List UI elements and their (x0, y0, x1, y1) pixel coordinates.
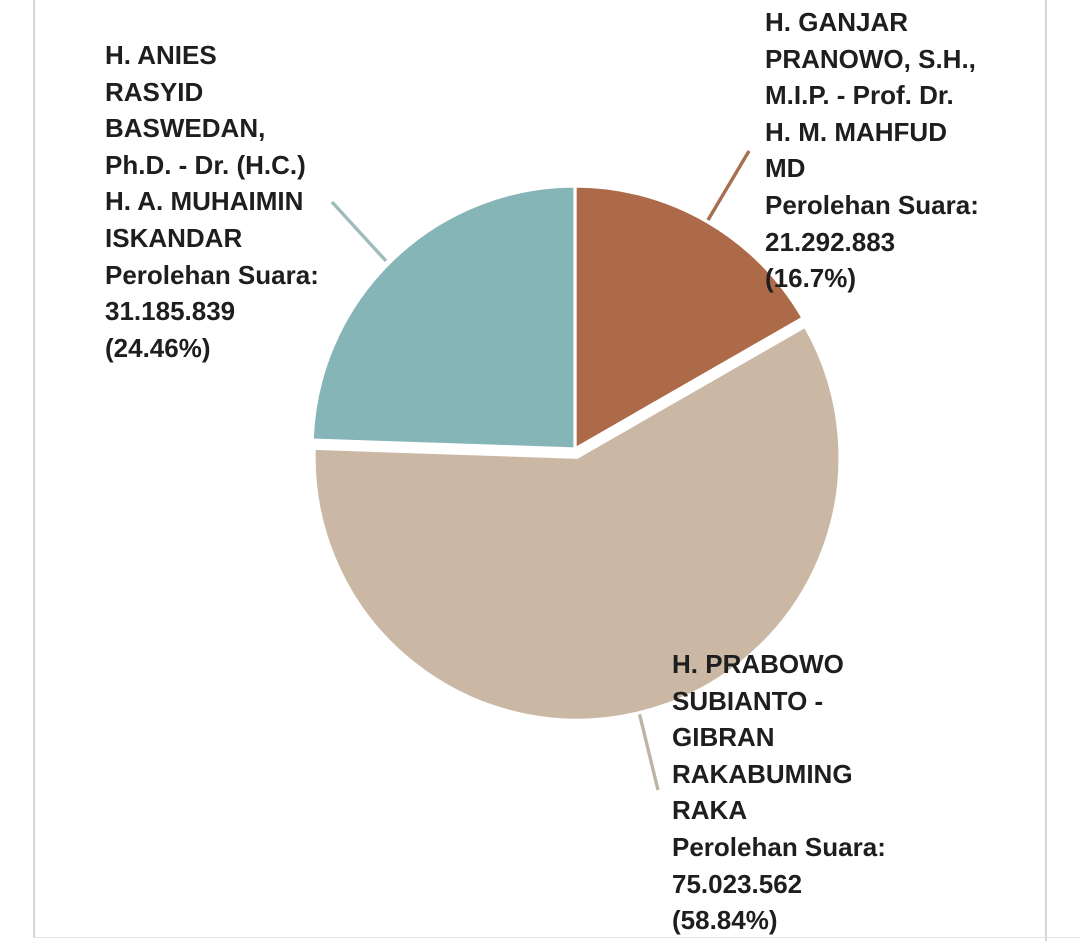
slice-label-anies-muhaimin: H. ANIES RASYID BASWEDAN, Ph.D. - Dr. (H… (105, 40, 319, 363)
pie-slice-anies-muhaimin[interactable] (310, 184, 577, 451)
callout-line-prabowo-gibran (637, 711, 660, 791)
slice-label-ganjar-mahfud: H. GANJAR PRANOWO, S.H., M.I.P. - Prof. … (765, 7, 979, 294)
callout-line-ganjar-mahfud (706, 150, 751, 221)
slice-label-prabowo-gibran: H. PRABOWO SUBIANTO - GIBRAN RAKABUMING … (672, 649, 886, 936)
pie-slice-ganjar-mahfud[interactable] (573, 184, 805, 451)
panel-border-left (33, 0, 35, 937)
panel-border-right (1045, 0, 1047, 941)
panel-border-bottom (33, 937, 1080, 938)
pie-slice-prabowo-gibran[interactable] (312, 324, 842, 722)
callout-line-anies-muhaimin (330, 200, 388, 263)
